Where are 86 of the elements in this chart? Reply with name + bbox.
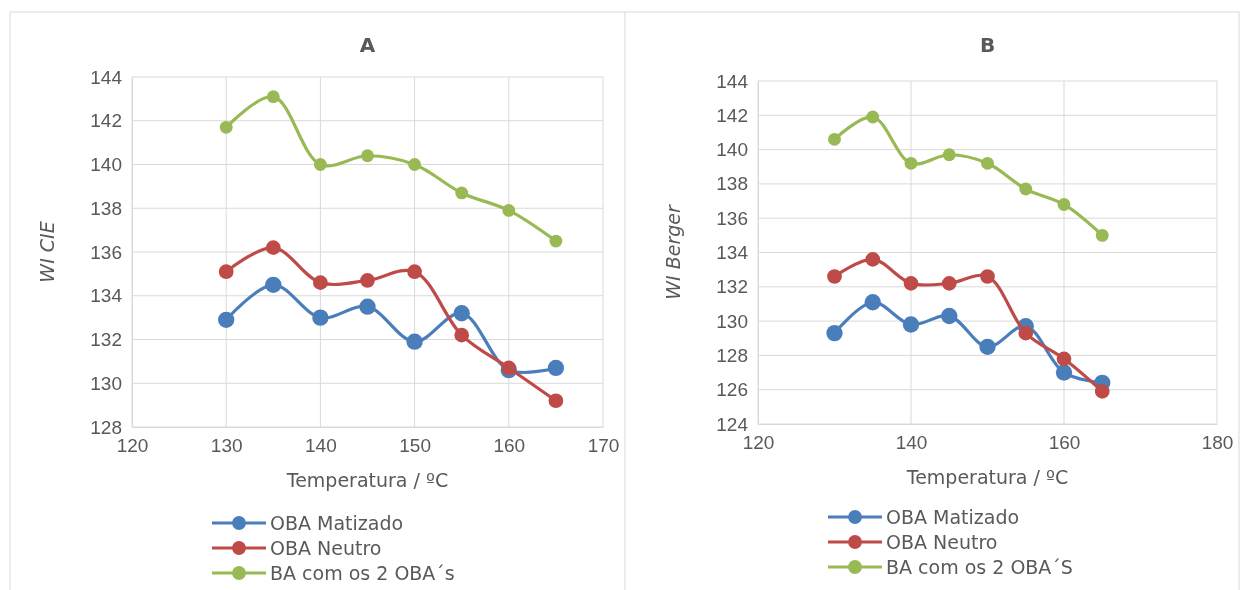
point [547,359,565,377]
point [406,333,423,350]
chart-title: B [979,33,996,57]
x-tick-label: 140 [305,435,337,457]
point [359,298,376,315]
y-tick-label: 130 [90,372,122,394]
y-axis-title: WI CIE [36,221,58,283]
y-tick-label: 130 [716,310,748,332]
y-tick-label: 124 [716,413,749,435]
x-tick-label: 140 [895,432,928,454]
point [218,311,235,328]
point [548,393,564,409]
y-tick-label: 142 [716,104,748,126]
x-tick-label: 170 [587,435,620,457]
point [866,110,880,124]
x-tick-label: 120 [116,435,149,457]
point [455,186,469,200]
point [941,307,958,325]
legend-label: OBA Neutro [270,537,382,559]
point [981,156,994,170]
x-axis-title: Temperatura / ºC [285,469,449,491]
x-tick-label: 150 [399,435,431,457]
legend-label: OBA Neutro [886,531,998,553]
y-tick-label: 132 [716,276,748,298]
legend-label: OBA Matizado [270,512,404,534]
point [1018,325,1034,341]
point [828,132,841,146]
point [313,158,327,171]
point [219,120,233,134]
y-tick-label: 138 [716,173,748,195]
point [864,294,881,311]
x-tick-label: 160 [493,435,526,457]
x-tick-label: 160 [1048,432,1081,454]
y-tick-label: 140 [716,139,748,161]
point [1095,228,1109,242]
point [408,158,422,171]
point [361,149,374,163]
y-tick-label: 144 [90,66,123,88]
point [826,324,843,342]
point [827,269,842,284]
y-tick-label: 132 [90,329,122,351]
point [903,276,919,291]
point [942,148,956,162]
point [265,276,282,293]
chart-title: A [359,33,376,57]
y-tick-label: 136 [716,207,748,229]
point [1055,364,1073,381]
point [265,240,281,255]
point [312,309,329,326]
point [407,264,422,280]
x-axis-title: Temperatura / ºC [905,466,1069,488]
point [360,273,375,288]
legend-label: BA com os 2 OBA´S [886,556,1073,578]
point [454,327,470,343]
point [1094,384,1110,399]
point [453,305,470,322]
y-tick-label: 134 [716,242,749,264]
y-tick-label: 136 [90,241,122,263]
y-tick-label: 134 [90,285,123,307]
point [904,156,918,170]
y-tick-label: 144 [716,70,749,92]
x-tick-label: 120 [742,432,775,454]
legend-label: BA com os 2 OBA´s [270,562,455,584]
point [549,234,563,248]
x-tick-label: 130 [210,435,243,457]
point [313,275,328,290]
y-tick-label: 128 [716,344,748,366]
point [941,276,957,291]
point [266,90,280,104]
point [218,264,234,280]
point [1056,351,1072,367]
y-tick-label: 142 [90,110,122,132]
point [979,338,996,355]
y-axis-title: WI Berger [662,204,684,300]
y-tick-label: 138 [90,197,122,219]
point [1019,182,1033,196]
point [980,269,995,284]
y-tick-label: 128 [90,416,122,438]
y-tick-label: 126 [716,379,748,401]
point [502,204,516,217]
legend-label: OBA Matizado [886,506,1020,528]
point [865,252,881,267]
point [1057,198,1071,211]
y-tick-label: 140 [90,154,122,176]
point [902,316,920,333]
x-tick-label: 180 [1201,432,1234,454]
